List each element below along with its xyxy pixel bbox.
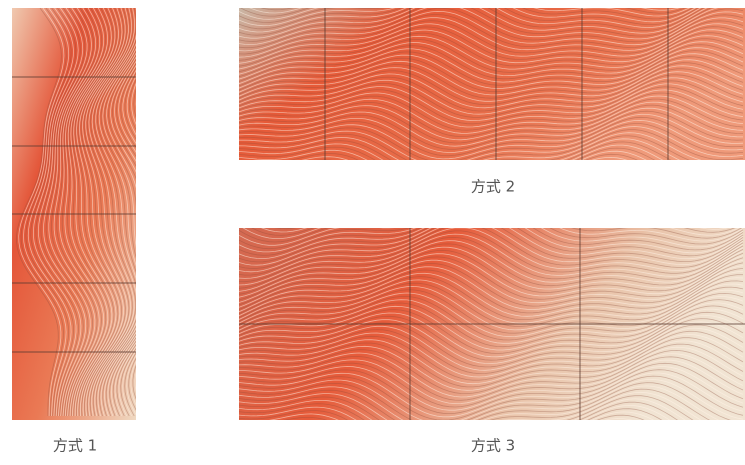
caption: 方式 1 bbox=[53, 437, 97, 455]
panel-3: 方式 3 bbox=[239, 173, 745, 461]
caption: 方式 2 bbox=[471, 178, 515, 196]
wave-line bbox=[239, 0, 743, 4]
panel-2: 方式 2 bbox=[239, 0, 745, 209]
caption: 方式 3 bbox=[471, 437, 515, 455]
wave-line bbox=[133, 8, 175, 416]
wave-line bbox=[239, 0, 743, 7]
wave-line bbox=[131, 8, 173, 416]
wave-line bbox=[135, 8, 178, 416]
panel-1: 方式 1 bbox=[12, 8, 178, 455]
